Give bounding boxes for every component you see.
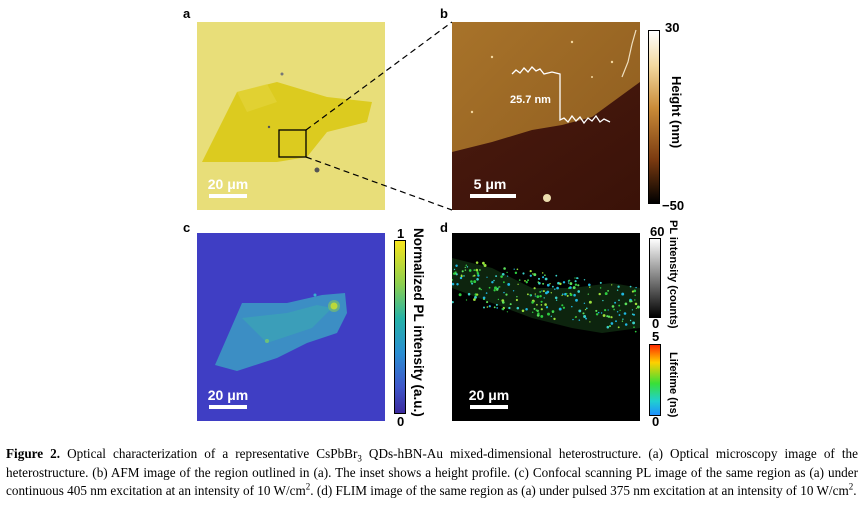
scale-label-c: 20 μm — [207, 387, 249, 403]
height-value: 25.7 nm — [510, 94, 551, 106]
colorbar-pl — [394, 240, 406, 414]
panel-label-d: d — [440, 220, 448, 235]
colorbar-lifetime-min: 0 — [652, 414, 660, 429]
panel-label-b: b — [440, 6, 448, 21]
scale-label-a: 20 μm — [207, 176, 249, 192]
panel-label-c: c — [183, 220, 191, 235]
colorbar-height-max: 30 — [665, 20, 680, 35]
colorbar-lifetime-max: 5 — [652, 329, 660, 344]
figure-number: Figure 2. — [6, 446, 61, 461]
flim-image: 20 μm — [452, 233, 640, 421]
optical-image: 20 μm — [197, 22, 385, 210]
colorbar-pl-max: 1 — [397, 226, 405, 241]
colorbar-pl-min: 0 — [397, 414, 405, 429]
colorbar-counts — [649, 238, 661, 318]
scale-bar-d — [470, 405, 508, 409]
caption-sup-2a: 2 — [305, 481, 311, 492]
afm-image: 25.7 nm 5 μm — [452, 22, 640, 210]
colorbar-counts-title: PL intensity (counts) — [667, 220, 679, 329]
pl-image: 20 μm — [197, 233, 385, 421]
flake-shape — [202, 72, 372, 173]
colorbar-height-title: Height (nm) — [669, 76, 684, 149]
scale-bar-b — [470, 194, 516, 198]
colorbar-lifetime-title: Lifetime (ns) — [667, 352, 679, 418]
colorbar-lifetime — [649, 344, 661, 416]
colorbar-pl-title: Normalized PL intensity (a.u.) — [411, 228, 426, 417]
caption-sub-3: 3 — [357, 453, 362, 464]
colorbar-counts-min: 0 — [652, 316, 660, 331]
colorbar-height — [648, 30, 660, 204]
caption-part-2: QDs-hBN-Au mixed-dimensional heterostruc… — [6, 446, 858, 498]
height-profile — [511, 66, 611, 125]
scale-bar-a — [209, 194, 247, 198]
panel-label-a: a — [183, 6, 191, 21]
roi-box — [278, 129, 307, 158]
scale-label-b: 5 μm — [473, 176, 507, 192]
colorbar-height-min: −50 — [662, 198, 685, 213]
caption-part-1: Optical characterization of a representa… — [60, 446, 358, 461]
caption-sup-2b: 2 — [848, 481, 854, 492]
caption-part-4: . — [853, 483, 857, 498]
figure-caption: Figure 2. Optical characterization of a … — [6, 445, 858, 501]
caption-part-3: . (d) FLIM image of the same region as (… — [310, 483, 849, 498]
scale-label-d: 20 μm — [468, 387, 510, 403]
colorbar-counts-max: 60 — [650, 224, 665, 239]
scale-bar-c — [209, 405, 247, 409]
